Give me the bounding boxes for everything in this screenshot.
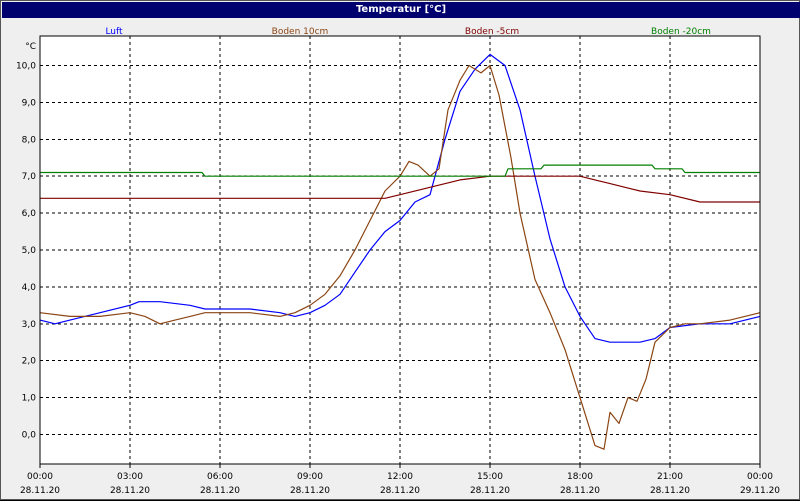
series-line-boden-20cm [40,164,760,177]
y-tick-label: 10,0 [16,62,36,72]
x-tick-date: 28.11.20 [290,486,330,496]
series-line-boden-5cm [40,175,760,203]
legend-entry-boden-10cm: Boden 10cm [272,27,329,37]
axes: 0,0 1,0 2,0 3,0 4,0 5,0 6,0 7,0 8,0 9,0 10,0 °C 00:0… [16,35,780,496]
x-tick-date: 28.11.20 [560,486,600,496]
legend-entry-boden-5cm: Boden -5cm [465,27,519,37]
x-tick-time: 03:00 [117,472,143,482]
y-tick-label: 2,0 [22,357,37,367]
y-axis-label: °C [25,42,36,52]
y-tick-label: 9,0 [22,98,37,108]
x-tick-date: 28.11.20 [470,486,510,496]
x-tick-date: 28.11.20 [20,486,60,496]
x-tick-time: 00:00 [27,472,53,482]
series-lines [39,53,761,450]
x-tick-date: 28.11.20 [380,486,420,496]
series-line-boden-10cm [39,64,761,450]
x-tick-time: 09:00 [297,472,323,482]
legend: Luft Boden 10cm Boden -5cm Boden -20cm [105,27,711,37]
legend-entry-luft: Luft [105,27,123,37]
window-title: Temperatur [°C] [2,2,800,18]
y-tick-label: 4,0 [22,283,37,293]
x-tick-time: 18:00 [567,472,593,482]
x-tick-time: 15:00 [477,472,503,482]
x-tick-date: 28.11.20 [650,486,690,496]
x-tick-time: 21:00 [657,472,683,482]
x-tick-date: 28.11.20 [110,486,150,496]
series-line-luft [39,53,761,343]
x-tick-time: 00:00 [747,472,773,482]
x-tick-date: 29.11.20 [740,486,780,496]
legend-entry-boden-20cm: Boden -20cm [651,27,711,37]
x-tick-time: 12:00 [387,472,413,482]
y-tick-label: 8,0 [22,135,37,145]
x-tick-date: 28.11.20 [200,486,240,496]
y-tick-label: 3,0 [22,320,37,330]
y-tick-label: 1,0 [22,394,37,404]
plot-border [39,35,761,465]
y-tick-label: 7,0 [22,172,37,182]
y-tick-label: 0,0 [22,430,37,440]
y-tick-label: 6,0 [22,209,37,219]
y-tick-label: 5,0 [22,246,37,256]
x-tick-time: 06:00 [207,472,233,482]
grid [40,36,760,464]
